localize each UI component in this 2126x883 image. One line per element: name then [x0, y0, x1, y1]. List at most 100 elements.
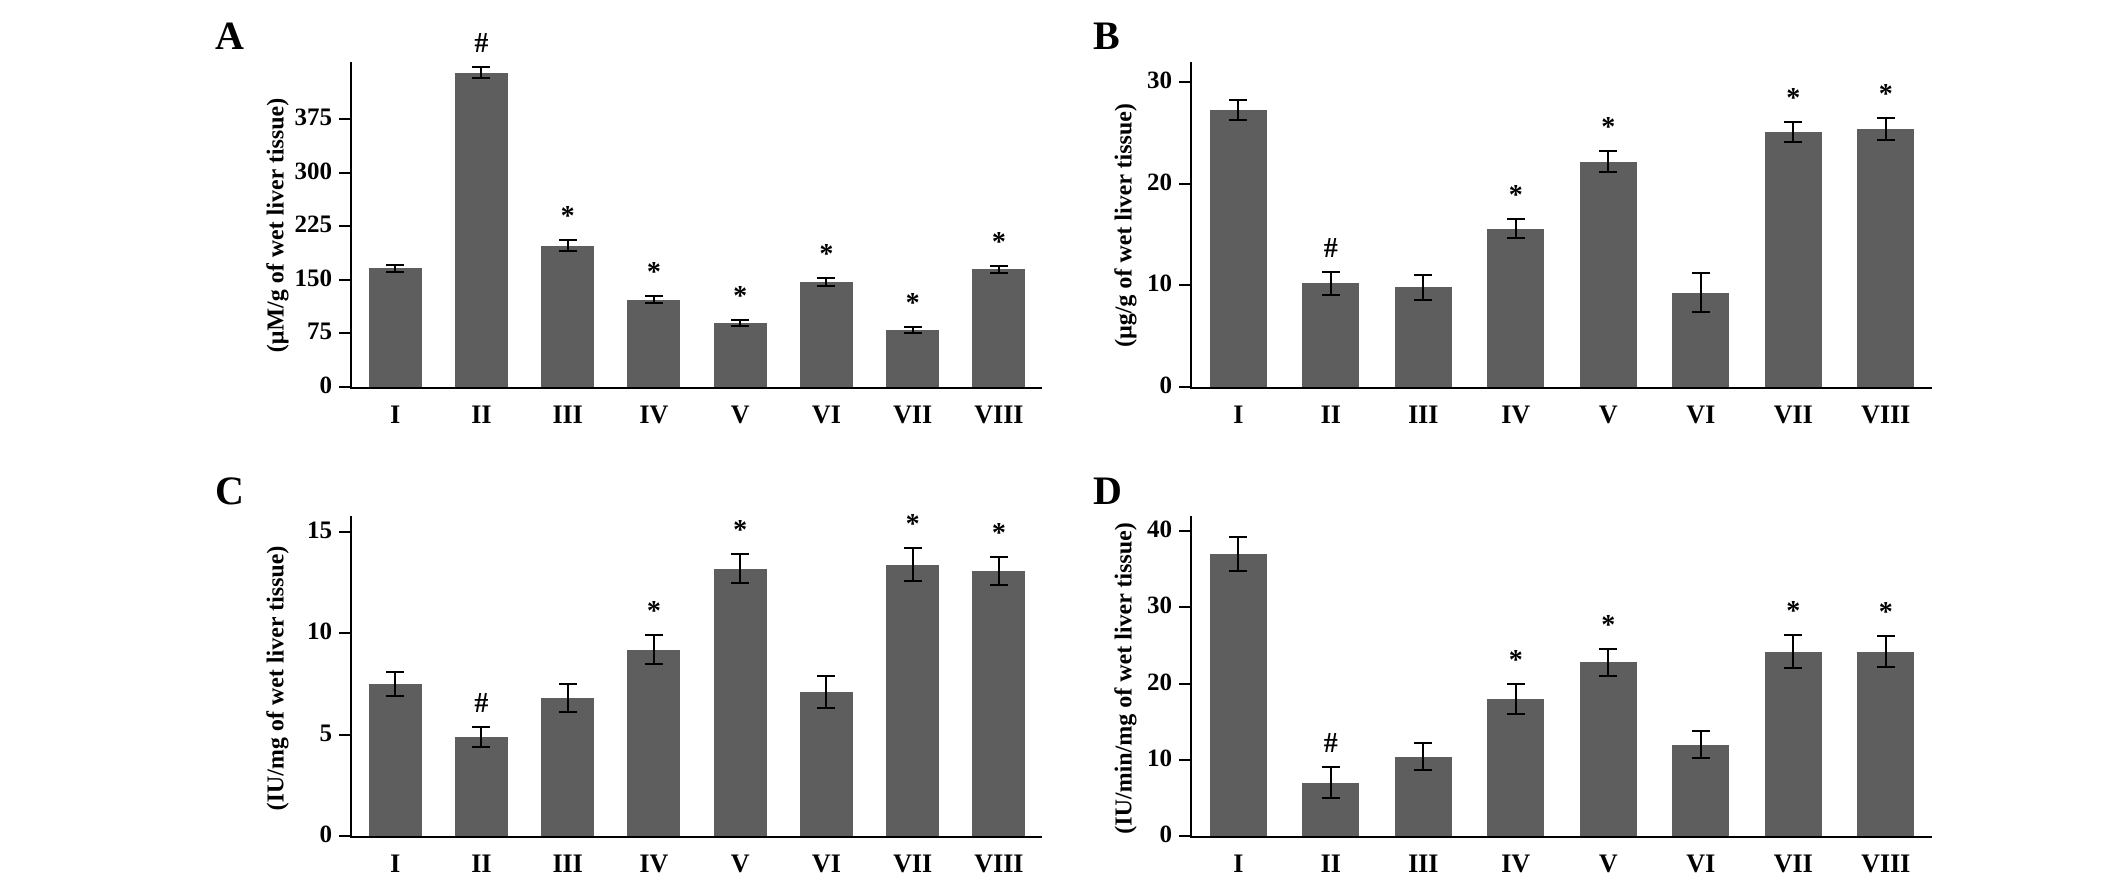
y-axis-tick — [1179, 182, 1190, 185]
error-bar-cap-bottom — [731, 581, 750, 584]
bar — [1764, 132, 1822, 387]
bar — [454, 72, 508, 387]
significance-marker: * — [1601, 609, 1616, 641]
panel-label-a: A — [215, 13, 244, 58]
x-category-label: III — [1408, 400, 1439, 429]
bar — [1579, 662, 1637, 836]
error-bar-line — [1329, 767, 1332, 798]
bar — [627, 299, 681, 387]
x-category-label: IV — [639, 400, 669, 429]
y-tick-label: 10 — [307, 618, 332, 646]
x-category-label: I — [1233, 400, 1244, 429]
error-bar-line — [394, 264, 397, 272]
plot-area: 0 5 10 15 I # II III * IV * V VI * VII * VIII — [307, 510, 1042, 878]
y-tick-label: 0 — [319, 372, 333, 399]
y-tick-label: 0 — [1159, 821, 1173, 848]
error-bar-cap-top — [558, 683, 577, 686]
y-tick-label: 30 — [1147, 67, 1172, 95]
y-axis-tick — [339, 632, 350, 635]
bar — [1209, 109, 1267, 387]
bar — [1487, 228, 1545, 387]
x-category-label: VIII — [974, 400, 1024, 429]
bar — [1487, 698, 1545, 836]
significance-marker: * — [1508, 180, 1523, 212]
significance-marker: * — [560, 200, 575, 232]
error-bar-cap-top — [558, 238, 577, 241]
x-category-label: VI — [1686, 400, 1716, 429]
error-bar-cap-bottom — [903, 331, 922, 334]
x-category-label: II — [471, 400, 492, 429]
error-bar-cap-bottom — [817, 285, 836, 288]
error-bar-cap-bottom — [817, 707, 836, 710]
y-axis-tick — [339, 332, 350, 335]
panel-label-c: C — [215, 468, 244, 513]
error-bar-line — [1884, 117, 1887, 141]
error-bar-cap-top — [644, 295, 663, 298]
error-bar-line — [1699, 273, 1702, 312]
error-bar-line — [652, 635, 655, 664]
error-bar-cap-top — [1229, 536, 1248, 539]
x-category-label: III — [1408, 849, 1439, 878]
y-tick-label: 300 — [294, 157, 333, 185]
error-bar-line — [1237, 537, 1240, 571]
x-category-label: VI — [811, 849, 841, 878]
bar — [454, 736, 508, 836]
bar — [1209, 554, 1267, 836]
error-bar-cap-bottom — [1691, 310, 1710, 313]
error-bar-line — [394, 671, 397, 697]
error-bar-cap-top — [386, 670, 405, 673]
bar — [1764, 651, 1822, 836]
error-bar-line — [997, 556, 1000, 585]
y-axis-tick — [1179, 284, 1190, 287]
error-bar-cap-top — [731, 553, 750, 556]
bar — [1857, 651, 1915, 836]
error-bar-line — [1884, 636, 1887, 667]
error-bar-line — [566, 239, 569, 252]
error-bar-cap-top — [1599, 150, 1618, 153]
significance-marker: * — [905, 509, 920, 541]
error-bar-line — [1792, 634, 1795, 669]
bar — [1579, 161, 1637, 387]
y-axis-tick — [1179, 81, 1190, 84]
error-bar-line — [911, 327, 914, 333]
error-bar-cap-bottom — [903, 579, 922, 582]
error-bar-cap-top — [1414, 274, 1433, 277]
error-bar-cap-bottom — [558, 250, 577, 253]
y-axis-line — [350, 62, 352, 389]
bar — [541, 698, 595, 836]
bar — [368, 684, 422, 836]
error-bar-line — [1329, 272, 1332, 295]
error-bar-cap-bottom — [989, 583, 1008, 586]
y-tick-label: 10 — [1147, 270, 1172, 298]
significance-marker: * — [1601, 112, 1616, 144]
error-bar-cap-bottom — [472, 77, 491, 80]
error-bar-cap-bottom — [644, 302, 663, 305]
bar — [541, 245, 595, 387]
y-tick-label: 20 — [1147, 168, 1172, 196]
bar — [972, 570, 1026, 836]
bar — [1672, 744, 1730, 836]
x-category-label: I — [1233, 849, 1244, 878]
significance-marker: * — [733, 280, 748, 312]
x-category-label: V — [1598, 400, 1618, 429]
error-bar-line — [825, 277, 828, 287]
error-bar-cap-bottom — [644, 662, 663, 665]
y-axis-tick — [1179, 530, 1190, 533]
error-bar-cap-bottom — [1414, 769, 1433, 772]
y-tick-label: 150 — [294, 264, 333, 292]
plot-area: 0 75 150 225 300 375 I # II * III * IV * V * VI * VII * VIII — [295, 28, 1042, 429]
error-bar-line — [1514, 219, 1517, 238]
error-bar-cap-top — [1876, 116, 1895, 119]
error-bar-cap-top — [903, 326, 922, 328]
x-category-label: V — [1598, 849, 1618, 878]
error-bar-cap-top — [1784, 633, 1803, 636]
x-category-label: VII — [893, 400, 933, 429]
error-bar-cap-top — [472, 725, 491, 728]
error-bar-cap-top — [1784, 120, 1803, 123]
panel-label-d: D — [1093, 468, 1122, 513]
x-category-label: IV — [639, 849, 669, 878]
error-bar-cap-bottom — [731, 324, 750, 327]
bar — [799, 692, 853, 836]
error-bar-cap-top — [731, 318, 750, 321]
bar — [799, 282, 853, 387]
